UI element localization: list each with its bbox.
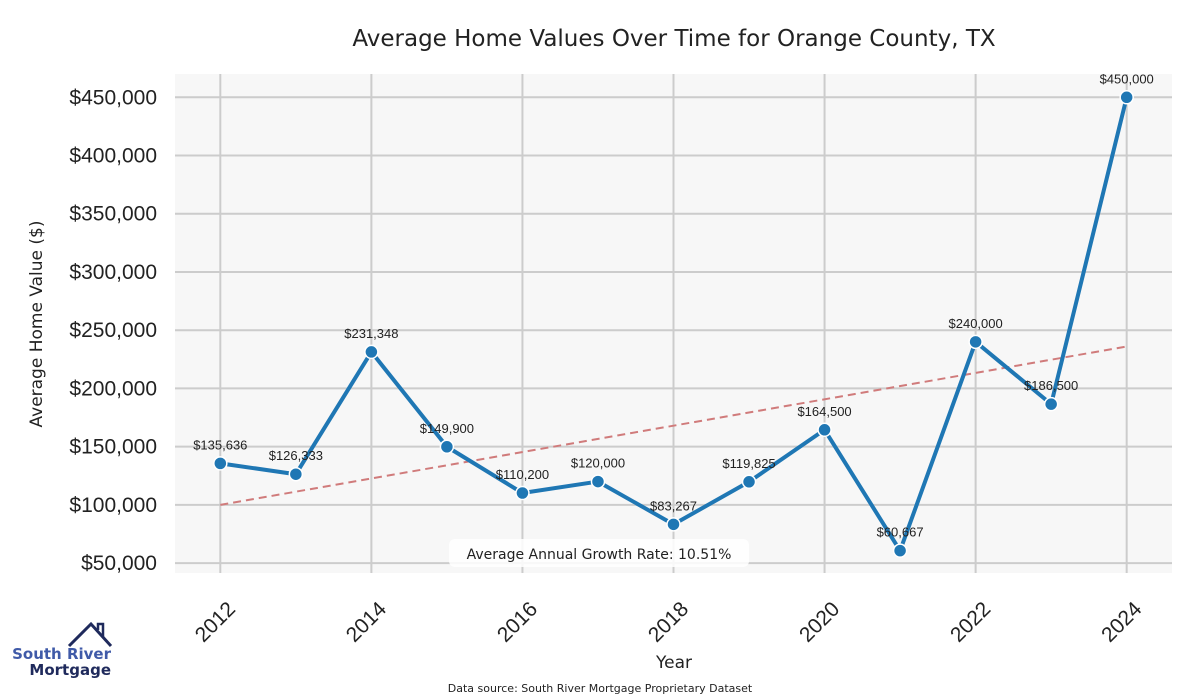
data-point (590, 474, 606, 489)
data-point (892, 543, 908, 558)
data-label: $120,000 (571, 456, 625, 471)
x-tick-label: 2024 (1097, 597, 1147, 647)
data-point (439, 439, 455, 455)
x-tick-label: 2016 (493, 597, 542, 646)
data-point (817, 422, 832, 438)
data-label: $149,900 (420, 421, 474, 436)
data-label: $231,348 (344, 326, 398, 341)
growth-annotation: Average Annual Growth Rate: 10.51% (449, 539, 749, 567)
data-point (1119, 90, 1134, 105)
company-logo: South River Mortgage (12, 621, 113, 679)
data-label: $60,667 (877, 525, 924, 540)
x-axis-label: Year (655, 653, 692, 673)
logo-line-1: South River (12, 645, 112, 663)
data-label: $450,000 (1100, 71, 1154, 86)
logo-line-2: Mortgage (29, 661, 111, 679)
data-point (1043, 396, 1059, 412)
y-tick-label: $450,000 (69, 86, 157, 109)
data-points (213, 90, 1134, 558)
trend-line (220, 345, 1127, 506)
y-axis-label: Average Home Value ($) (27, 221, 47, 428)
y-tick-label: $400,000 (69, 145, 157, 168)
data-label: $83,267 (650, 498, 697, 513)
y-tick-label: $350,000 (69, 203, 157, 226)
data-point (288, 466, 304, 482)
data-point (364, 344, 379, 360)
y-tick-label: $50,000 (81, 552, 157, 575)
data-labels: $135,636 $126,333 $231,348 $149,900 $110,200… (193, 71, 1154, 539)
y-tick-label: $200,000 (69, 377, 157, 400)
house-roof-icon (67, 621, 113, 648)
data-label: $186,500 (1024, 378, 1078, 393)
growth-rate-text: Average Annual Growth Rate: 10.51% (467, 547, 732, 563)
y-tick-label: $100,000 (69, 494, 157, 517)
y-tick-label: $250,000 (69, 319, 157, 342)
data-point (968, 334, 983, 350)
y-tick-label: $300,000 (69, 261, 157, 284)
data-label: $240,000 (949, 316, 1003, 331)
data-label: $110,200 (496, 467, 549, 482)
x-tick-label: 2014 (342, 597, 392, 647)
data-point (741, 474, 757, 490)
y-tick-label: $150,000 (69, 436, 157, 459)
y-tick-labels: $50,000 $100,000 $150,000 $200,000 $250,000 $… (69, 86, 157, 575)
data-label: $126,333 (269, 448, 323, 463)
data-point (213, 456, 228, 471)
data-point (515, 485, 530, 501)
chart-title: Average Home Values Over Time for Orange… (352, 26, 995, 52)
data-point (666, 517, 681, 532)
data-source-footer: Data source: South River Mortgage Propri… (448, 682, 753, 695)
x-tick-label: 2012 (191, 597, 240, 646)
x-tick-label: 2022 (946, 597, 995, 646)
data-label: $164,500 (797, 404, 851, 419)
data-label: $135,636 (193, 437, 247, 452)
data-label: $119,825 (722, 456, 775, 471)
x-tick-label: 2018 (644, 597, 693, 646)
x-tick-label: 2020 (795, 597, 844, 646)
x-tick-labels: 2012 2014 2016 2018 2020 2022 2024 (191, 597, 1147, 647)
